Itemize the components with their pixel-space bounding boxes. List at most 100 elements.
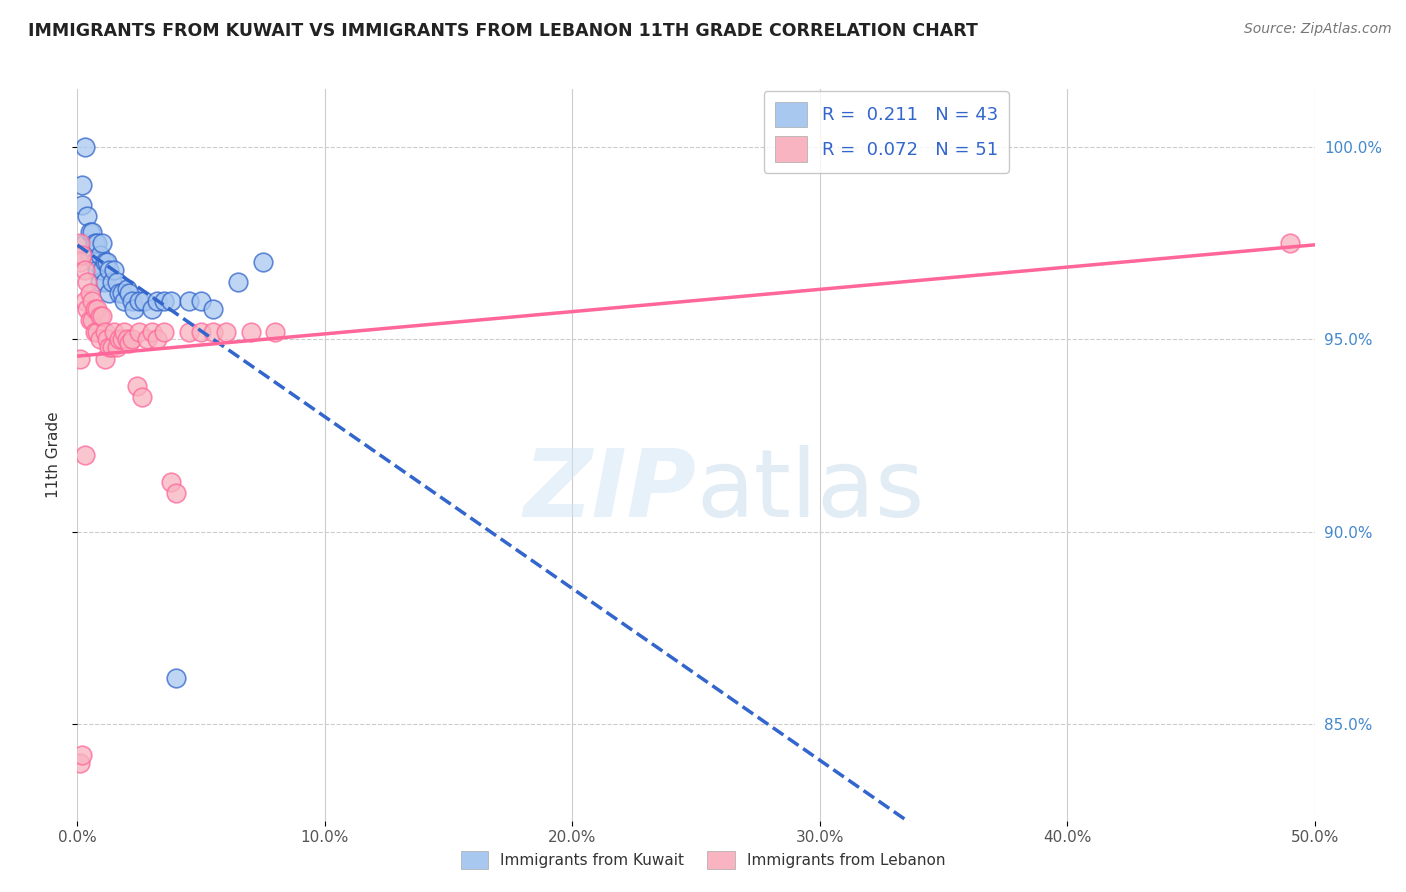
Point — [122, 301, 145, 316]
Point — [91, 263, 114, 277]
Point — [98, 286, 121, 301]
Point — [76, 275, 98, 289]
Point — [91, 310, 114, 324]
Point — [112, 325, 135, 339]
Point — [145, 333, 167, 347]
Point — [73, 448, 96, 462]
Point — [93, 325, 115, 339]
Point — [108, 286, 131, 301]
Point — [160, 475, 183, 489]
Point — [72, 197, 94, 211]
Point — [96, 333, 118, 347]
Point — [93, 275, 115, 289]
Point — [79, 313, 101, 327]
Legend: R =  0.211   N = 43, R =  0.072   N = 51: R = 0.211 N = 43, R = 0.072 N = 51 — [763, 91, 1008, 173]
Point — [98, 263, 121, 277]
Point — [165, 486, 187, 500]
Point — [72, 178, 94, 193]
Point — [79, 286, 101, 301]
Point — [141, 301, 163, 316]
Point — [121, 333, 143, 347]
Y-axis label: 11th Grade: 11th Grade — [45, 411, 60, 499]
Point — [165, 671, 187, 685]
Point — [128, 293, 150, 308]
Point — [79, 248, 101, 262]
Point — [86, 325, 108, 339]
Point — [153, 293, 176, 308]
Point — [82, 313, 104, 327]
Point — [103, 263, 125, 277]
Point — [83, 325, 105, 339]
Point — [128, 325, 150, 339]
Point — [89, 248, 111, 262]
Point — [69, 351, 91, 366]
Point — [105, 275, 128, 289]
Point — [177, 325, 200, 339]
Point — [86, 263, 108, 277]
Point — [125, 378, 148, 392]
Point — [82, 293, 104, 308]
Text: Source: ZipAtlas.com: Source: ZipAtlas.com — [1244, 22, 1392, 37]
Point — [252, 255, 274, 269]
Point — [153, 325, 176, 339]
Point — [101, 275, 124, 289]
Point — [1278, 236, 1301, 251]
Point — [118, 286, 141, 301]
Point — [72, 748, 94, 763]
Point — [131, 390, 153, 404]
Point — [112, 293, 135, 308]
Point — [96, 255, 118, 269]
Point — [115, 282, 138, 296]
Point — [83, 255, 105, 269]
Point — [73, 263, 96, 277]
Point — [83, 301, 105, 316]
Point — [73, 236, 96, 251]
Point — [83, 236, 105, 251]
Point — [111, 333, 134, 347]
Point — [76, 301, 98, 316]
Text: atlas: atlas — [696, 445, 924, 538]
Point — [91, 236, 114, 251]
Point — [73, 293, 96, 308]
Point — [69, 255, 91, 269]
Point — [89, 275, 111, 289]
Point — [145, 293, 167, 308]
Point — [190, 293, 212, 308]
Point — [93, 351, 115, 366]
Point — [135, 333, 157, 347]
Text: IMMIGRANTS FROM KUWAIT VS IMMIGRANTS FROM LEBANON 11TH GRADE CORRELATION CHART: IMMIGRANTS FROM KUWAIT VS IMMIGRANTS FRO… — [28, 22, 979, 40]
Point — [105, 340, 128, 354]
Point — [177, 293, 200, 308]
Point — [190, 325, 212, 339]
Point — [108, 333, 131, 347]
Point — [121, 293, 143, 308]
Text: ZIP: ZIP — [523, 445, 696, 538]
Point — [86, 301, 108, 316]
Legend: Immigrants from Kuwait, Immigrants from Lebanon: Immigrants from Kuwait, Immigrants from … — [454, 845, 952, 875]
Point — [134, 293, 156, 308]
Point — [98, 340, 121, 354]
Point — [86, 236, 108, 251]
Point — [73, 140, 96, 154]
Point — [141, 325, 163, 339]
Point — [93, 255, 115, 269]
Point — [239, 325, 262, 339]
Point — [89, 333, 111, 347]
Point — [160, 293, 183, 308]
Point — [215, 325, 238, 339]
Point — [111, 286, 134, 301]
Point — [118, 336, 141, 351]
Point — [202, 301, 225, 316]
Point — [69, 236, 91, 251]
Point — [72, 248, 94, 262]
Point — [76, 209, 98, 223]
Point — [79, 225, 101, 239]
Point — [226, 275, 249, 289]
Point — [103, 325, 125, 339]
Point — [115, 333, 138, 347]
Point — [82, 225, 104, 239]
Point — [264, 325, 287, 339]
Point — [101, 340, 124, 354]
Point — [89, 310, 111, 324]
Point — [69, 756, 91, 770]
